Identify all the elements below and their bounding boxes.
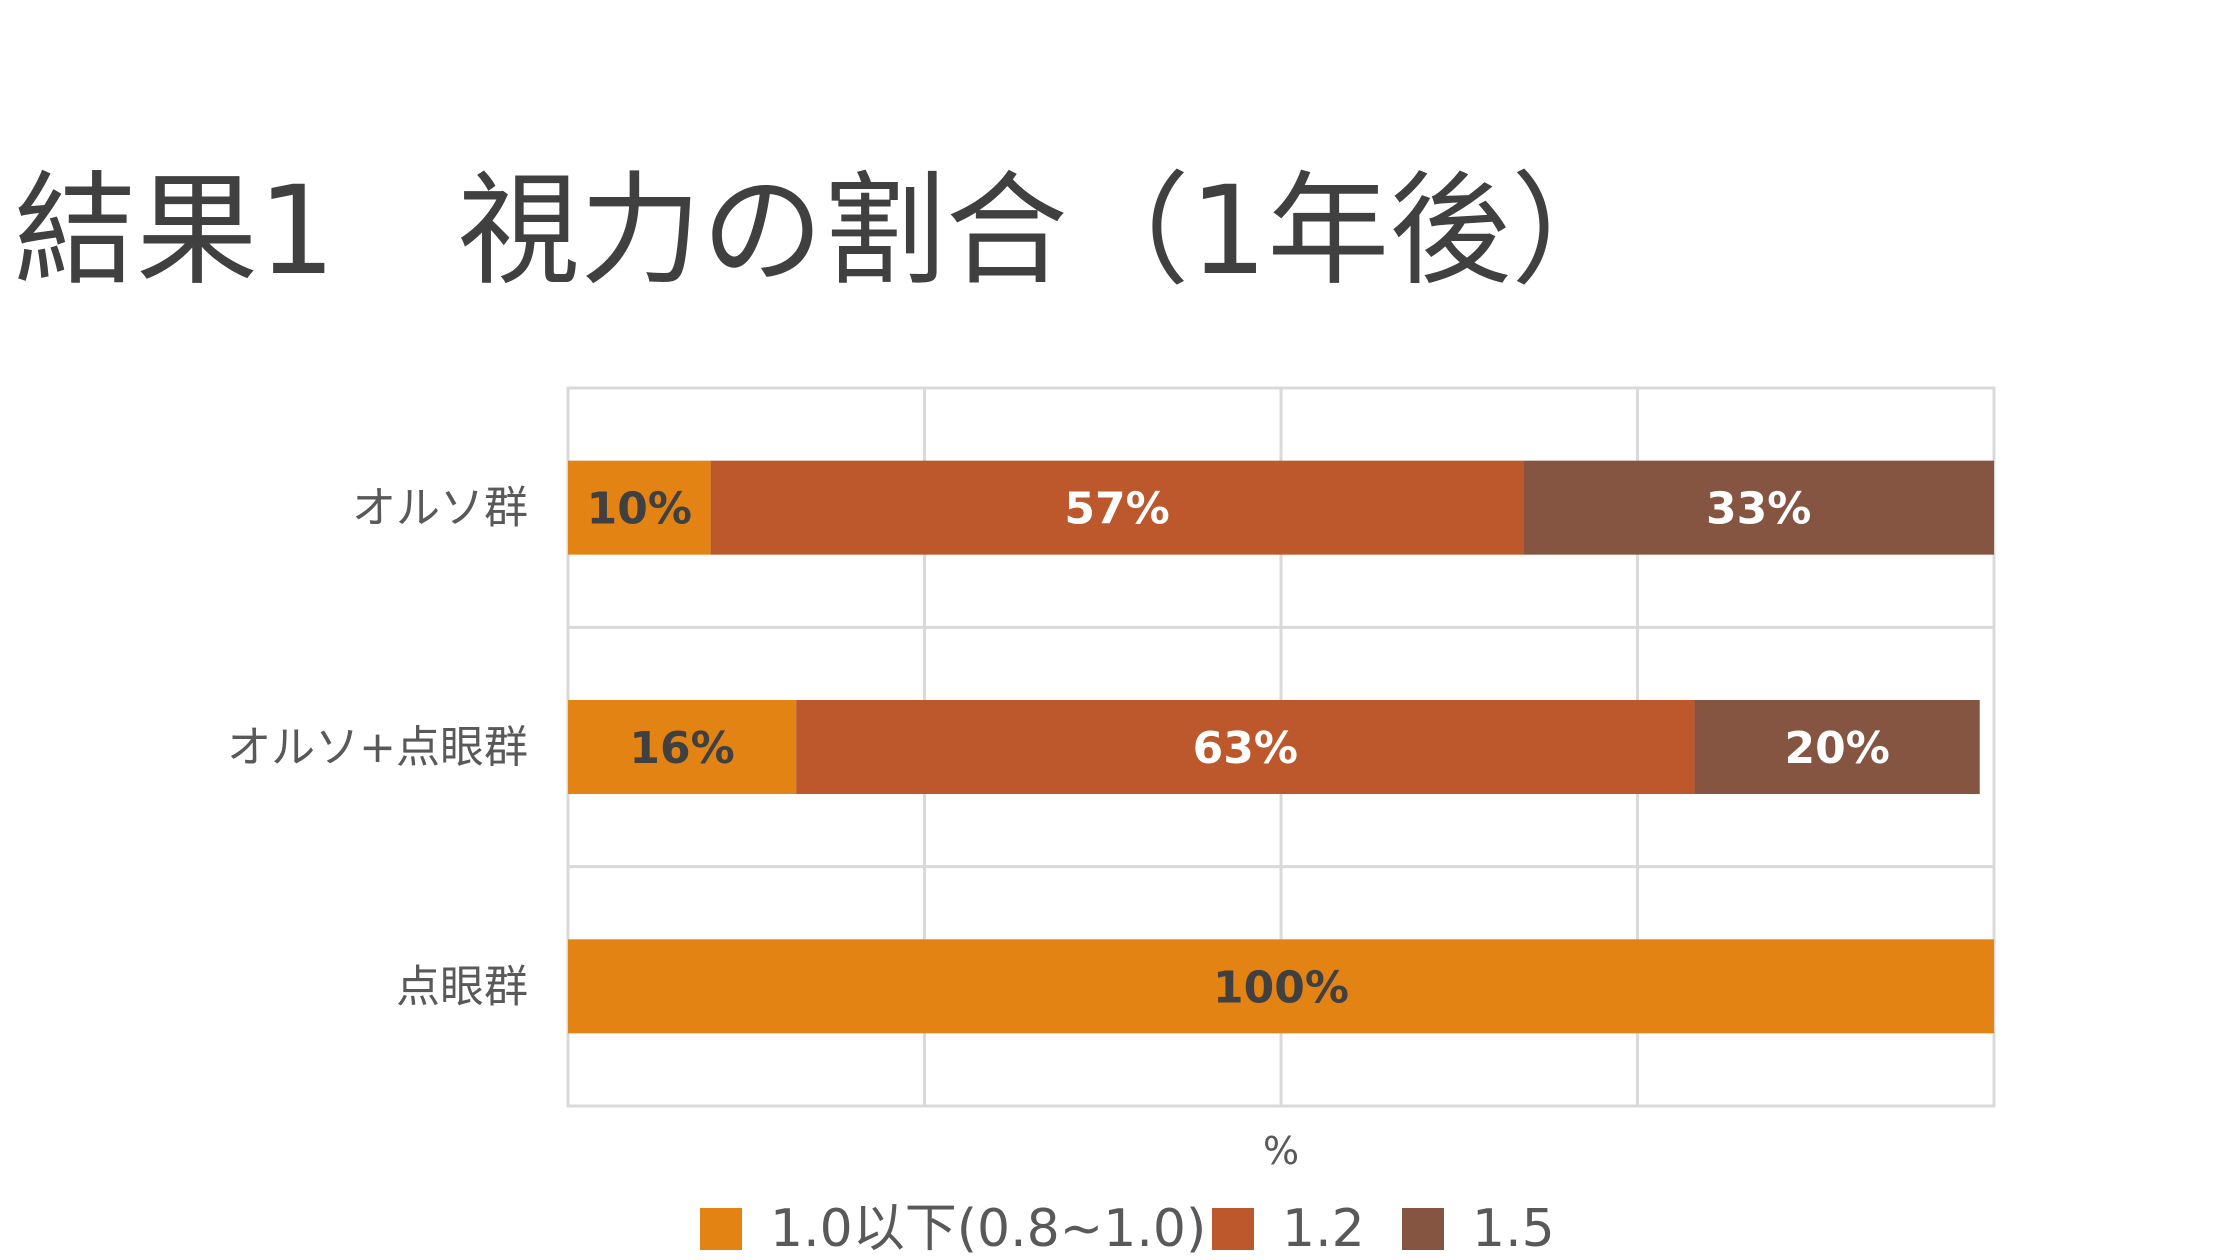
category-label: オルソ群 [352,483,528,534]
category-label: オルソ+点眼群 [227,722,528,773]
legend: 1.0以下(0.8~1.0) 1.2 1.5 [700,1199,1555,1259]
legend-label: 1.5 [1472,1199,1555,1259]
bar-segments [568,460,1994,1034]
legend-label: 1.0以下(0.8~1.0) [770,1199,1206,1259]
bar-segment [1523,460,1994,555]
bar-segment [710,460,1524,555]
data-labels: 10% 57% 33% 16% 63% 20% 100% [587,484,1890,1014]
bar-segment [1694,700,1980,794]
data-label: 10% [587,484,692,535]
data-label: 16% [629,723,734,774]
bar-segment [796,700,1695,794]
legend-swatch [1402,1208,1444,1250]
horizontal-gridlines [568,625,1994,869]
legend-label: 1.2 [1282,1199,1365,1259]
data-label: 63% [1193,723,1298,774]
slide-title: 結果1 視力の割合（1年後） [14,160,1634,302]
bar-segment [568,939,1994,1034]
category-label: 点眼群 [396,961,528,1012]
data-label: 57% [1064,484,1169,535]
legend-swatch [1212,1208,1254,1250]
bar-segment [568,700,797,794]
data-label: 20% [1784,723,1889,774]
legend-swatch [700,1208,742,1250]
bar-segment [568,460,711,555]
data-label: 100% [1213,962,1349,1013]
x-axis-unit-label: % [1263,1129,1299,1173]
data-label: 33% [1706,484,1811,535]
